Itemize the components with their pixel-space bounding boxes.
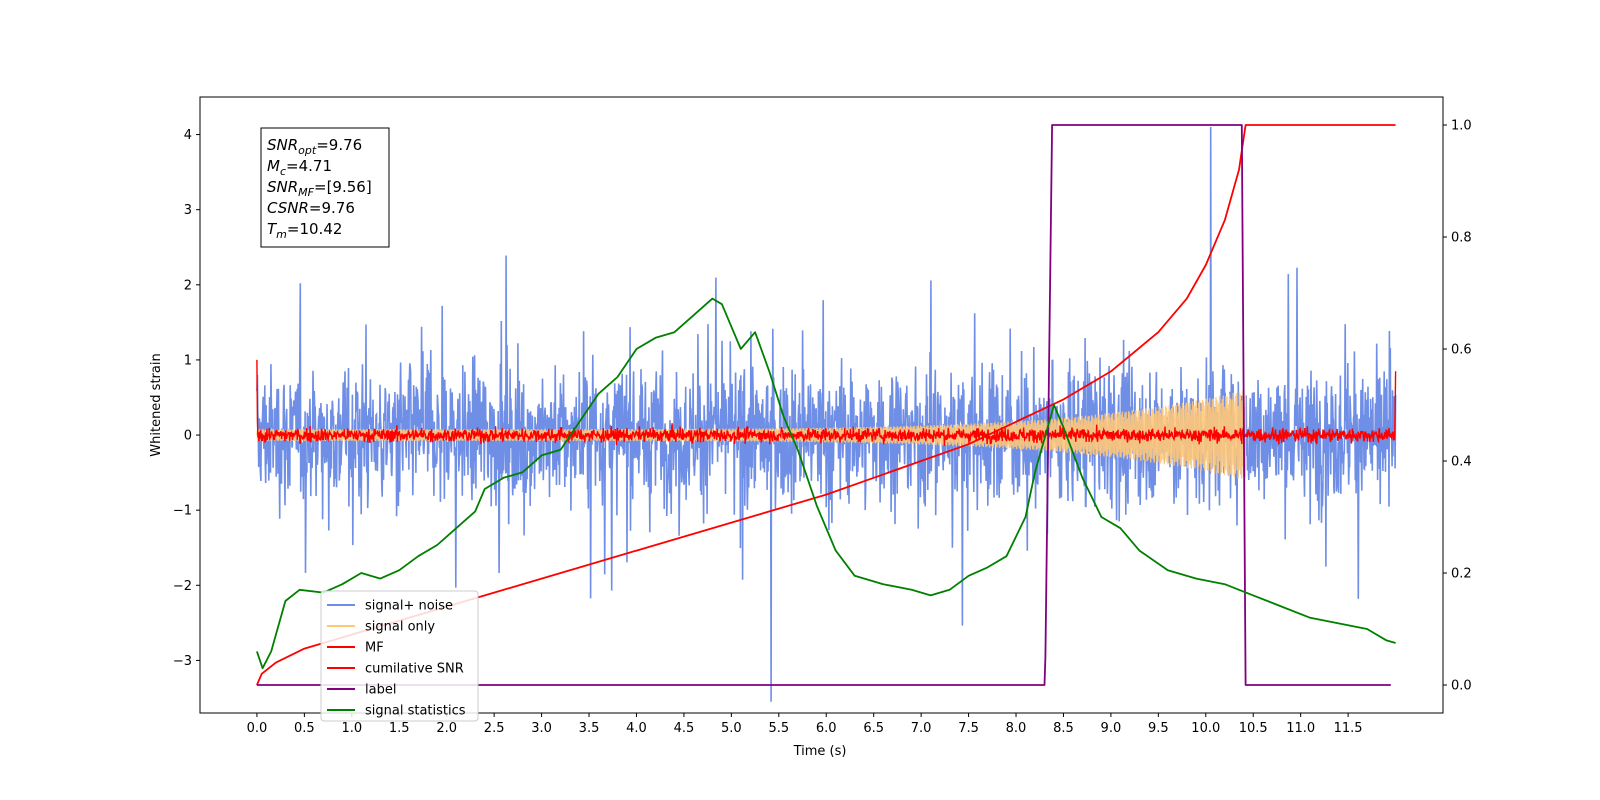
legend-entry: signal only (365, 620, 435, 635)
info-box: SNRopt=9.76Mc=4.71SNRMF=[9.56]CSNR=9.76T… (260, 127, 390, 248)
info-symbol: CSNR (267, 199, 309, 217)
y2-tick-label: 0.2 (1451, 567, 1472, 582)
y2-tick-label: 0.4 (1451, 455, 1472, 470)
x-tick-label: 4.5 (674, 721, 695, 736)
x-tick-label: 10.0 (1191, 721, 1220, 736)
y-tick-label: 4 (184, 128, 192, 143)
legend-frame (320, 590, 479, 722)
x-tick-label: 10.5 (1239, 721, 1268, 736)
x-tick-label: 1.0 (341, 721, 362, 736)
legend-entry: cumilative SNR (365, 662, 464, 677)
info-line: SNRopt=9.76 (267, 136, 362, 157)
info-line: CSNR=9.76 (267, 199, 355, 217)
y-tick-label: 1 (184, 353, 192, 368)
y-tick-label: 3 (184, 203, 192, 218)
y-tick-label: −2 (173, 579, 192, 594)
x-tick-label: 11.0 (1286, 721, 1315, 736)
y-tick-label: −3 (173, 654, 192, 669)
x-tick-label: 11.5 (1334, 721, 1363, 736)
info-symbol: SNR (267, 178, 298, 196)
y2-tick-label: 0.0 (1451, 679, 1472, 694)
legend-entry: MF (365, 641, 384, 656)
x-tick-label: 0.5 (294, 721, 315, 736)
info-symbol: T (267, 220, 278, 238)
x-tick-label: 2.0 (436, 721, 457, 736)
info-value: =10.42 (287, 220, 343, 238)
x-tick-label: 5.0 (721, 721, 742, 736)
legend-entry: signal+ noise (365, 599, 453, 614)
y2-tick-label: 0.8 (1451, 231, 1472, 246)
x-tick-label: 6.0 (816, 721, 837, 736)
y-axis-right: 0.0 0.2 0.4 0.6 0.8 1.0 (1443, 119, 1472, 694)
x-tick-label: 9.5 (1148, 721, 1169, 736)
info-symbol: M (267, 157, 280, 175)
x-tick-label: 4.0 (626, 721, 647, 736)
series-signal-statistics (256, 297, 1396, 670)
info-value: =4.71 (286, 157, 332, 175)
series-mf (256, 359, 1397, 446)
info-value: =[9.56] (314, 178, 372, 196)
x-tick-label: 7.0 (911, 721, 932, 736)
legend-entry: label (365, 683, 396, 698)
info-value: =9.76 (316, 136, 362, 154)
info-line: Tm=10.42 (267, 220, 342, 241)
legend: signal+ noise signal only MF cumilative SNR… (320, 590, 479, 722)
x-tick-label: 2.5 (484, 721, 505, 736)
y-axis-label: Whitened strain (149, 353, 164, 456)
info-line: SNRMF=[9.56] (267, 178, 372, 199)
x-tick-label: 8.0 (1006, 721, 1027, 736)
x-axis-label: Time (s) (793, 744, 847, 759)
info-value: =9.76 (309, 199, 355, 217)
info-line: Mc=4.71 (267, 157, 332, 178)
x-tick-label: 0.0 (247, 721, 268, 736)
y-tick-label: 2 (184, 278, 192, 293)
info-subscript: opt (298, 144, 317, 157)
y-tick-label: 0 (184, 429, 192, 444)
info-subscript: m (276, 228, 287, 241)
x-tick-label: 5.5 (768, 721, 789, 736)
x-tick-label: 7.5 (958, 721, 979, 736)
y2-tick-label: 1.0 (1451, 119, 1472, 134)
info-symbol: SNR (267, 136, 298, 154)
x-axis: 0.0 0.5 1.0 1.5 2.0 2.5 3.0 3.5 4.0 4.5 5.0 5.5 6.0 6… (247, 713, 1363, 736)
x-tick-label: 6.5 (863, 721, 884, 736)
y-axis-left: −3 −2 −1 0 1 2 3 4 (173, 128, 200, 669)
series-label (256, 124, 1391, 686)
legend-entry: signal statistics (365, 704, 466, 719)
x-tick-label: 1.5 (389, 721, 410, 736)
x-tick-label: 3.5 (579, 721, 600, 736)
info-subscript: MF (298, 186, 314, 199)
x-tick-label: 9.0 (1101, 721, 1122, 736)
info-box-frame (260, 127, 390, 248)
x-tick-label: 8.5 (1053, 721, 1074, 736)
axes-frame (199, 96, 1444, 714)
y2-tick-label: 0.6 (1451, 343, 1472, 358)
y-tick-label: −1 (173, 504, 192, 519)
info-subscript: c (280, 165, 286, 178)
x-tick-label: 3.0 (531, 721, 552, 736)
